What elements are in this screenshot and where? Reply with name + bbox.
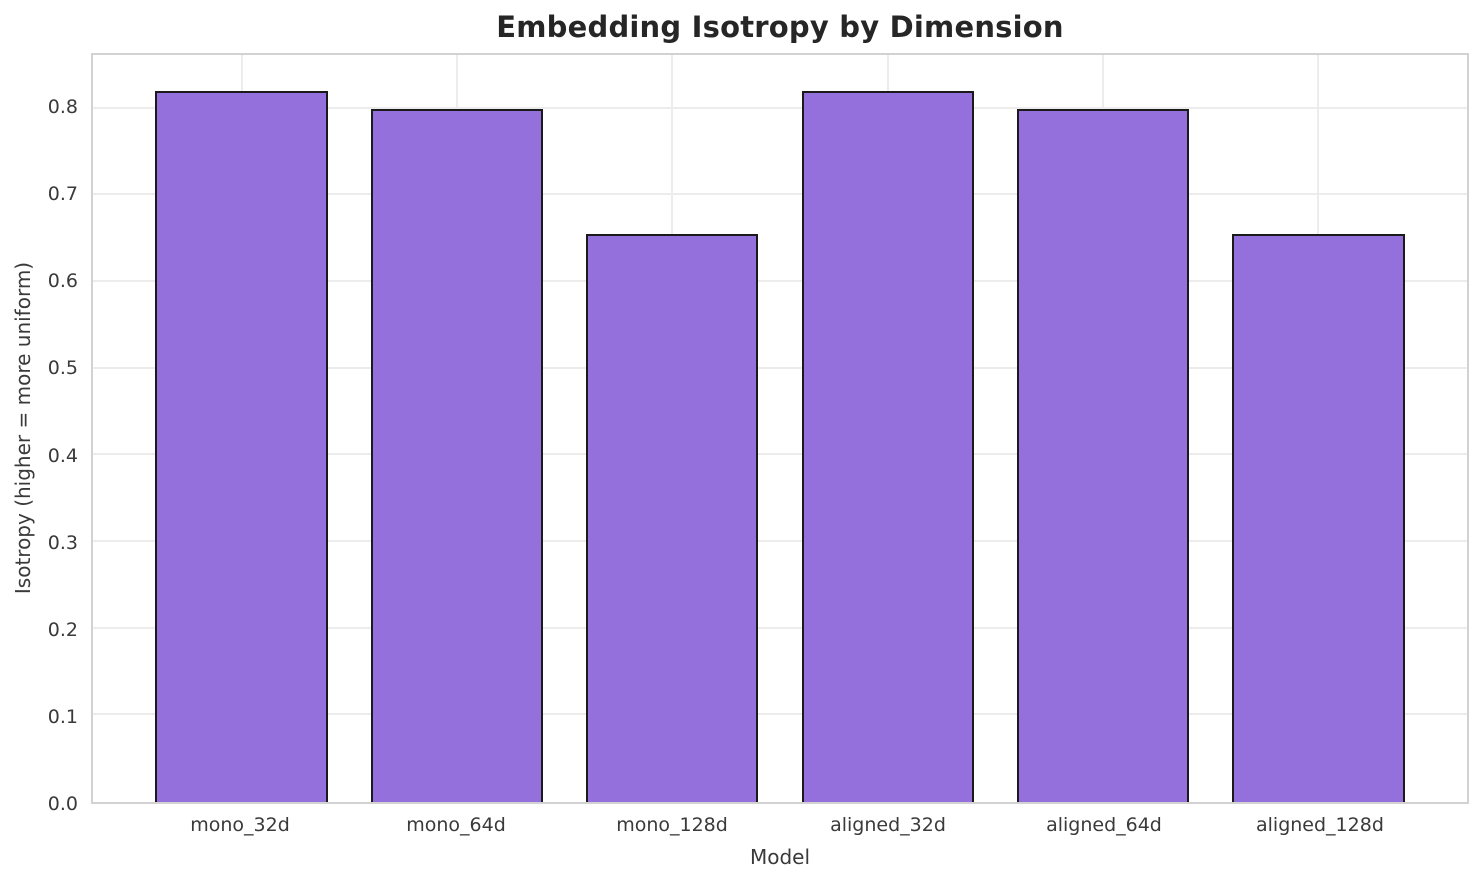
x-tick-label: mono_64d [406,814,506,836]
y-tick-label: 0.8 [47,96,78,119]
bar-mono_32d [155,91,328,802]
plot-area [91,53,1469,804]
y-axis-label: Isotropy (higher = more uniform) [11,261,35,595]
gridline-horizontal [93,540,1467,543]
x-tick-label: mono_32d [190,814,290,836]
bar-aligned_32d [801,91,974,802]
gridline-horizontal [93,193,1467,196]
x-tick-label: aligned_128d [1256,814,1384,836]
bar-aligned_128d [1232,234,1405,802]
gridline-horizontal [93,106,1467,109]
y-tick-label: 0.2 [47,618,78,641]
y-tick-label: 0.0 [47,793,78,815]
gridline-horizontal [93,280,1467,283]
y-tick-label: 0.6 [47,270,78,293]
y-tick-label: 0.3 [47,531,78,554]
gridline-horizontal [93,626,1467,629]
y-tick-label: 0.1 [47,705,78,728]
y-tick-label: 0.4 [47,444,78,467]
y-tick-label: 0.7 [47,183,78,206]
x-tick-label: mono_128d [616,814,728,836]
x-tick-label: aligned_64d [1046,814,1162,836]
gridline-horizontal [93,453,1467,456]
gridline-horizontal [93,366,1467,369]
y-tick-label: 0.5 [47,357,78,380]
bar-mono_64d [370,108,544,802]
chart-title: Embedding Isotropy by Dimension [496,10,1064,44]
x-tick-label: aligned_32d [830,814,946,836]
x-axis-label: Model [749,845,811,869]
bar-mono_128d [586,234,759,802]
bar-aligned_64d [1016,108,1190,802]
gridline-horizontal [93,713,1467,716]
